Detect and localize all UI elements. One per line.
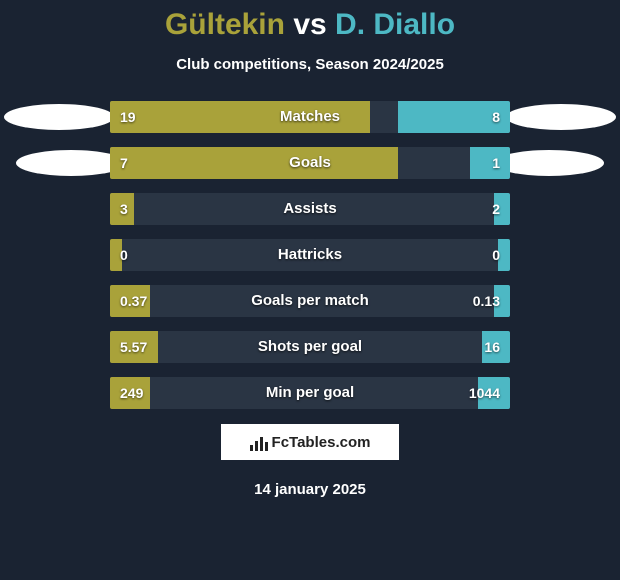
stat-label: Goals per match [110,285,510,317]
stat-value-player2: 1 [482,147,510,179]
stat-label: Hattricks [110,239,510,271]
stat-row-min-per-goal: 249 Min per goal 1044 [110,377,510,409]
page-title: Gültekin vs D. Diallo [0,8,620,42]
stat-row-goals: 7 Goals 1 [110,147,510,179]
bar-chart-icon [250,433,268,451]
stat-value-player2: 8 [482,101,510,133]
stat-value-player2: 0.13 [463,285,510,317]
title-vs: vs [293,8,326,41]
stat-row-shots-per-goal: 5.57 Shots per goal 16 [110,331,510,363]
stat-label: Assists [110,193,510,225]
stat-label: Matches [110,101,510,133]
stat-value-player2: 0 [482,239,510,271]
source-logo: FcTables.com [220,423,400,461]
player2-photo-top [506,104,616,130]
stat-value-player2: 16 [474,331,510,363]
stat-row-hattricks: 0 Hattricks 0 [110,239,510,271]
logo-text: FcTables.com [272,434,371,451]
stat-row-matches: 19 Matches 8 [110,101,510,133]
title-player2: D. Diallo [335,8,455,41]
stat-row-assists: 3 Assists 2 [110,193,510,225]
stat-label: Shots per goal [110,331,510,363]
stat-label: Min per goal [110,377,510,409]
player2-photo-bottom [494,150,604,176]
stat-bars: 19 Matches 8 7 Goals 1 3 Assists 2 [110,101,510,409]
page-container: Gültekin vs D. Diallo Club competitions,… [0,0,620,580]
date-text: 14 january 2025 [0,481,620,498]
stat-value-player2: 2 [482,193,510,225]
stat-row-goals-per-match: 0.37 Goals per match 0.13 [110,285,510,317]
subtitle: Club competitions, Season 2024/2025 [0,56,620,73]
stats-area: 19 Matches 8 7 Goals 1 3 Assists 2 [0,101,620,409]
stat-value-player2: 1044 [459,377,510,409]
player1-photo-top [4,104,114,130]
stat-label: Goals [110,147,510,179]
title-player1: Gültekin [165,8,285,41]
